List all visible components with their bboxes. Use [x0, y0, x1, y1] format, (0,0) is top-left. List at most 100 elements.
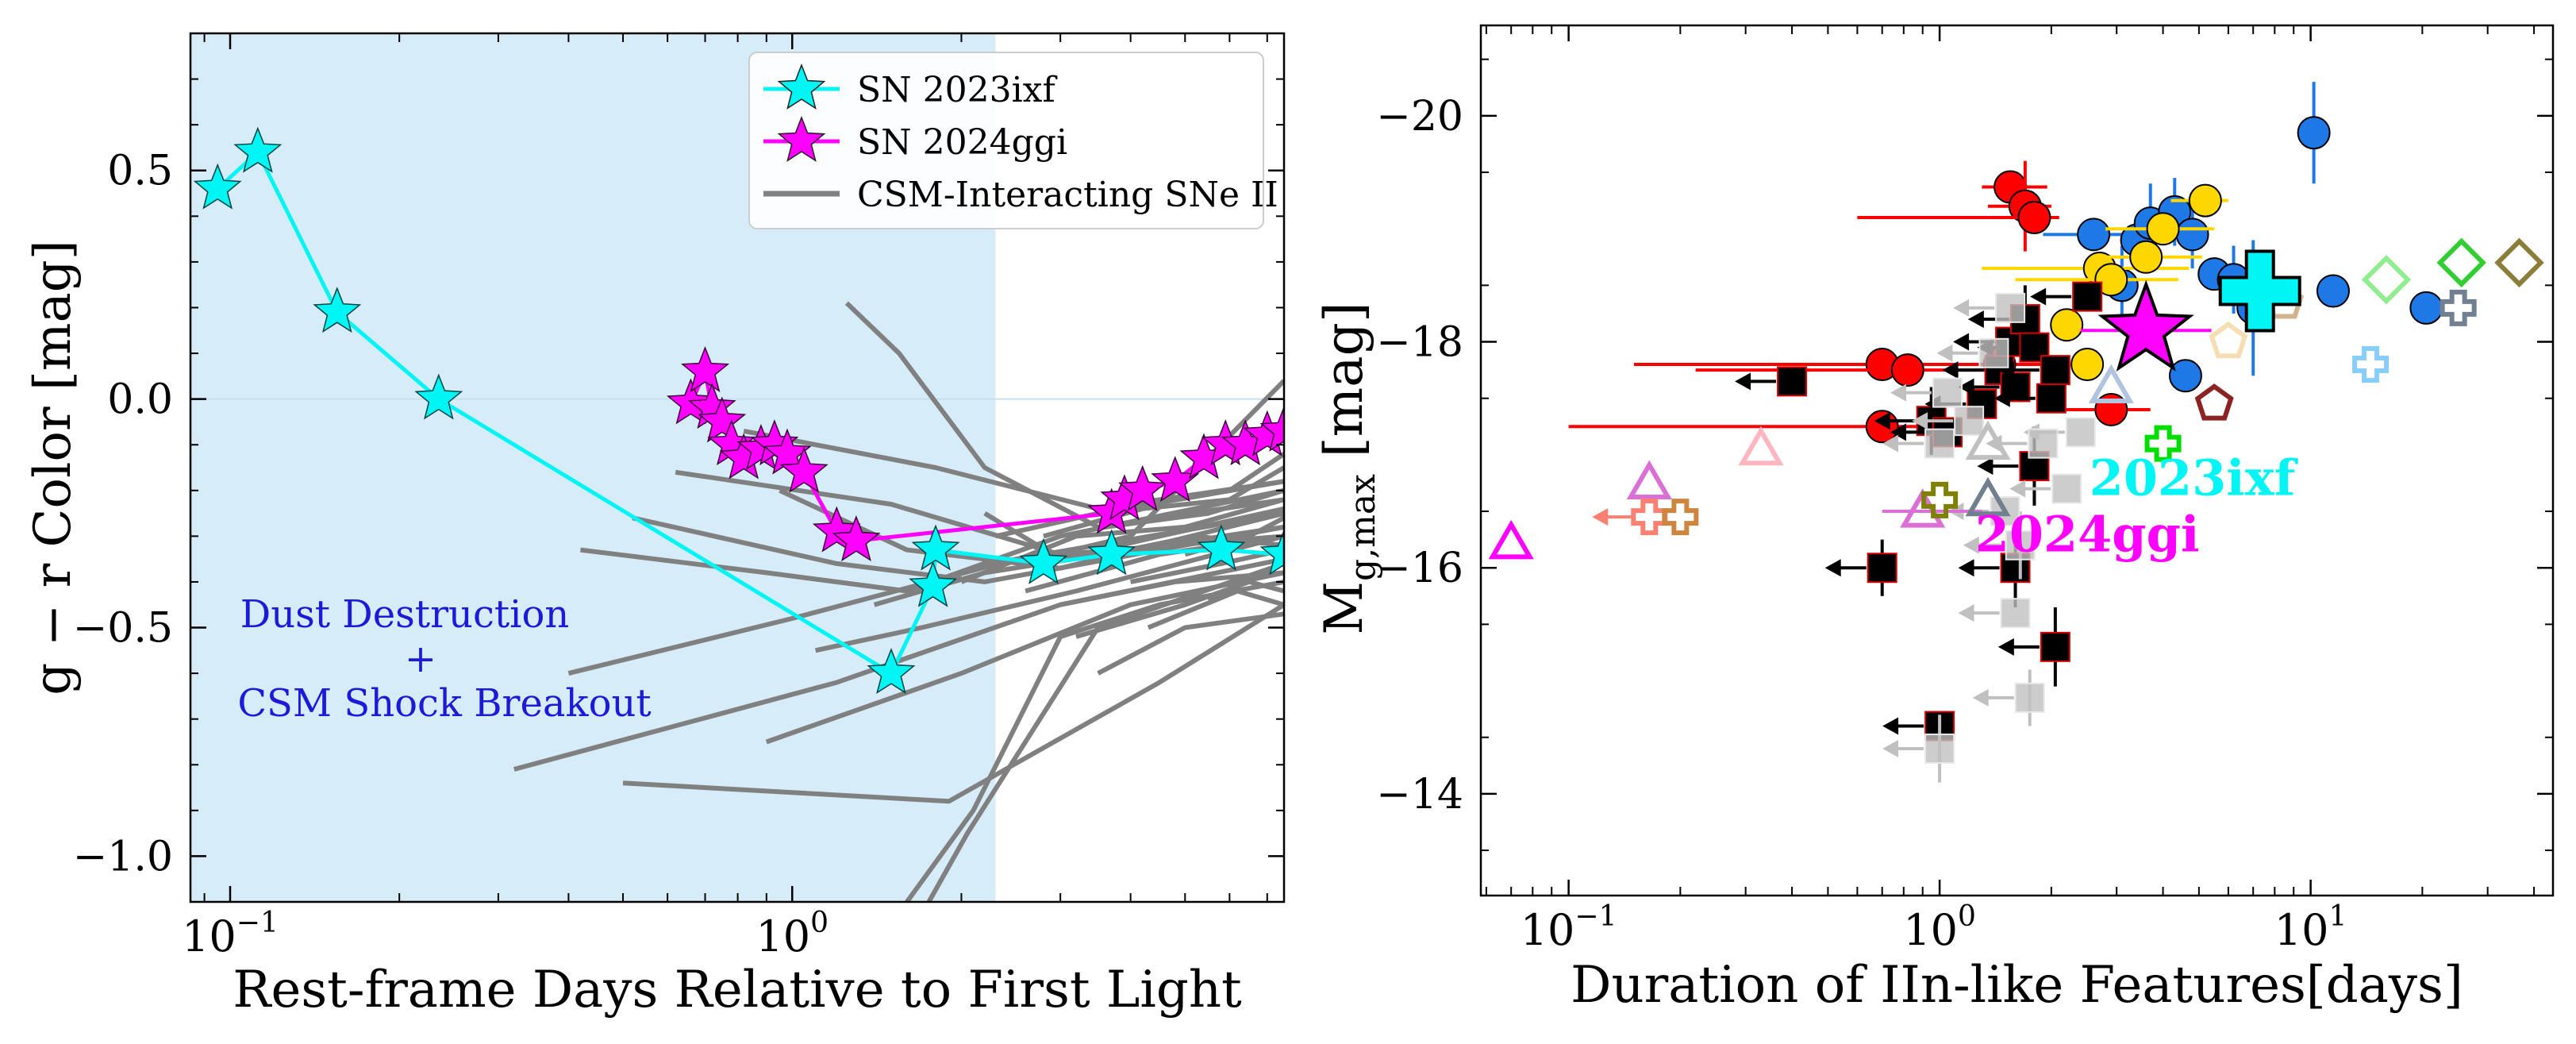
y-axis-label: g − r Color [mag]: [24, 240, 83, 695]
csm-sn-line: [814, 534, 1284, 653]
annotation-line: +: [405, 637, 436, 681]
cross-marker: [1662, 499, 1699, 536]
upper-limit-arrow-head: [1972, 688, 1989, 707]
upper-limit-arrow-head: [1953, 333, 1970, 351]
triangle-marker: [1965, 476, 2011, 517]
upper-limit-arrow-head: [1997, 361, 2014, 379]
circle-marker: [2175, 218, 2209, 252]
sn2024ggi-point: [832, 515, 881, 562]
upper-limit-arrow-head: [1890, 423, 1907, 441]
square-marker: [1924, 428, 1955, 459]
square-marker: [2040, 355, 2070, 386]
sn-name-annotation: 2023ixf: [2090, 449, 2298, 507]
sn2023ixf-marker: [2218, 249, 2301, 333]
sn2023ixf-point: [1259, 529, 1284, 576]
circle-marker: [2409, 291, 2443, 325]
square-marker: [2000, 598, 2031, 629]
upper-limit-arrow-head: [1890, 383, 1907, 402]
sn2023ixf-point: [1019, 537, 1068, 584]
x-tick-label: 10−1: [182, 907, 279, 961]
diamond-marker: [2436, 237, 2486, 288]
csm-sn-line: [1104, 487, 1284, 530]
csm-sn-line: [1059, 570, 1284, 607]
triangle-marker: [1626, 460, 1672, 499]
square-marker: [1867, 553, 1897, 584]
sn2024ggi-point: [681, 346, 730, 393]
y-tick-label: −18: [1376, 319, 1463, 367]
sn2023ixf-point: [193, 163, 242, 210]
square-marker: [2065, 417, 2096, 448]
circle-marker: [2094, 392, 2128, 426]
triangle-marker: [1965, 420, 2011, 460]
annotation-line: Dust Destruction: [240, 592, 570, 637]
diamond-marker: [2361, 255, 2412, 305]
csm-sn-line: [622, 603, 1284, 804]
circle-marker: [2168, 359, 2202, 393]
square-marker: [2040, 631, 2070, 662]
x-tick-label: 100: [1903, 900, 1976, 955]
circle-marker: [1890, 353, 1924, 387]
square-marker: [1954, 406, 1985, 437]
upper-limit-arrow-head: [1882, 434, 1899, 453]
circle-marker: [2316, 274, 2350, 308]
upper-limit-arrow-head: [1977, 457, 1994, 476]
y-tick-label: −0.5: [73, 605, 173, 653]
square-marker: [1924, 733, 1955, 764]
sn2023ixf-point: [911, 524, 960, 571]
cross-marker: [1921, 481, 1959, 518]
square-marker: [1932, 377, 1963, 408]
upper-limit-arrow-head: [1963, 536, 1979, 554]
sn2024ggi-point: [1259, 405, 1284, 452]
sn2024ggi-point: [1118, 464, 1167, 511]
circle-marker: [2297, 116, 2331, 150]
upper-limit-arrow-head: [1882, 739, 1899, 757]
csm-sn-line: [1043, 465, 1284, 539]
legend-label: SN 2024ggi: [857, 122, 1067, 163]
csm-sn-line: [1147, 588, 1284, 630]
square-marker: [2051, 473, 2082, 504]
circle-marker: [2017, 200, 2051, 234]
square-marker: [2014, 682, 2045, 713]
x-tick-label: 100: [755, 907, 829, 961]
x-tick-label: 10−1: [1521, 900, 1617, 955]
upper-limit-arrow-head: [1967, 310, 1984, 329]
circle-marker: [2070, 348, 2105, 382]
y-tick-label: 0.5: [107, 148, 173, 195]
square-marker: [2028, 428, 2059, 459]
circle-marker: [2129, 240, 2163, 274]
upper-limit-arrow-head: [1936, 344, 1953, 362]
sn2023ixf-point: [867, 648, 916, 695]
csm-sn-line: [1097, 611, 1284, 676]
square-marker: [2036, 383, 2067, 414]
upper-limit-arrow-head: [1942, 361, 1959, 379]
sn2024ggi-marker: [2097, 279, 2194, 372]
upper-limit-arrow-head: [1592, 508, 1609, 526]
annotation-line: CSM Shock Breakout: [237, 681, 651, 726]
legend-frame: [748, 52, 1264, 229]
axes-frame: [1479, 24, 2555, 897]
sn2023ixf-point: [313, 287, 362, 333]
square-marker: [1777, 366, 1808, 397]
upper-limit-arrow-head: [1735, 372, 1751, 391]
upper-limit-arrow-head: [1994, 389, 2010, 407]
y-tick-label: −20: [1376, 93, 1463, 141]
upper-limit-arrow-head: [1912, 412, 1928, 430]
circle-marker: [2077, 218, 2111, 252]
y-tick-label: 0.0: [107, 376, 173, 424]
triangle-marker: [2088, 364, 2134, 403]
cross-marker: [2352, 346, 2390, 383]
square-marker: [1978, 337, 2009, 368]
upper-limit-arrow-head: [2009, 480, 2026, 498]
upper-limit-arrow-head: [1953, 299, 1970, 317]
upper-limit-arrow-head: [1958, 604, 1974, 622]
upper-limit-arrow-head: [1824, 559, 1841, 577]
legend-label: CSM-Interacting SNe II: [857, 175, 1278, 215]
cross-marker: [2144, 425, 2182, 462]
y-tick-label: −16: [1376, 545, 1463, 592]
y-axis-label: Mg,max [mag]: [1313, 302, 1383, 634]
x-axis-label: Rest-frame Days Relative to First Light: [233, 961, 1242, 1019]
triangle-marker: [1738, 426, 1784, 466]
pentagon-marker: [2194, 383, 2234, 421]
